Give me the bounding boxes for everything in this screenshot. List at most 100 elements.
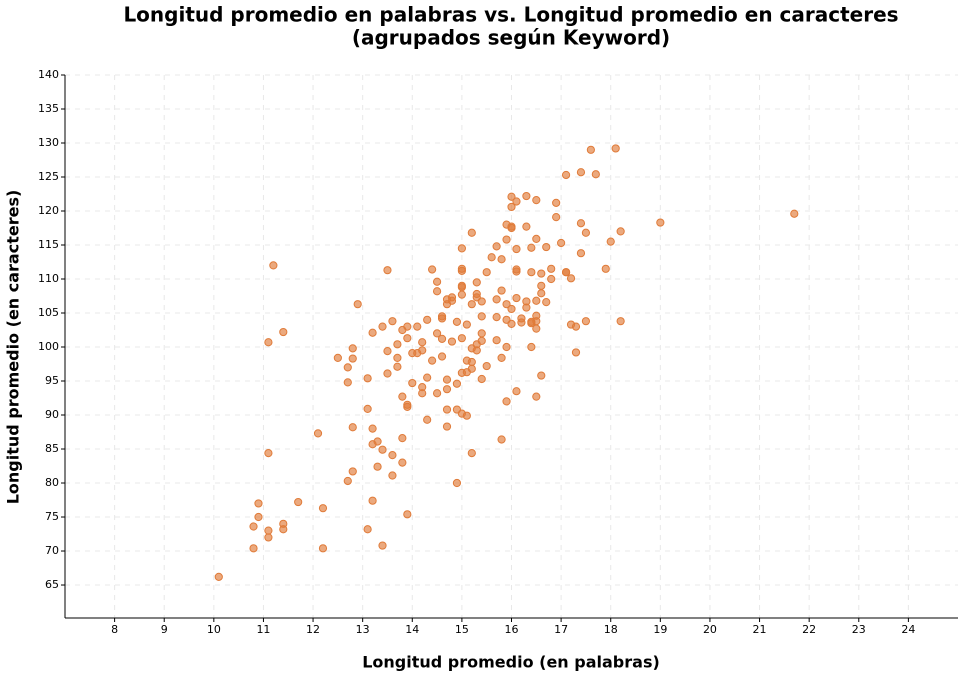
point xyxy=(457,281,466,290)
point xyxy=(398,434,407,443)
point xyxy=(547,264,556,273)
point xyxy=(432,287,442,296)
point xyxy=(502,342,511,352)
point xyxy=(527,243,536,252)
point xyxy=(294,497,303,507)
y-tick-label: 100 xyxy=(38,340,59,353)
point xyxy=(532,296,541,305)
point xyxy=(452,478,462,488)
point xyxy=(547,274,556,284)
y-tick-label: 135 xyxy=(38,102,59,115)
point xyxy=(318,504,328,513)
point xyxy=(254,512,263,522)
point xyxy=(442,422,452,431)
point xyxy=(507,192,516,201)
point xyxy=(532,392,541,401)
point xyxy=(368,328,377,337)
point xyxy=(507,222,516,231)
point xyxy=(581,317,591,326)
point xyxy=(457,334,466,343)
point xyxy=(363,404,372,413)
point xyxy=(398,458,407,467)
x-tick-label: 20 xyxy=(703,623,717,636)
point xyxy=(497,286,506,295)
point xyxy=(313,429,323,438)
point xyxy=(527,342,536,352)
point xyxy=(457,290,466,299)
y-tick-label: 85 xyxy=(45,442,59,455)
point xyxy=(537,371,546,380)
point xyxy=(542,242,551,252)
point xyxy=(477,312,486,321)
grid xyxy=(65,74,958,618)
point xyxy=(398,392,407,401)
y-tick-label: 140 xyxy=(38,68,59,81)
point xyxy=(393,353,402,362)
point xyxy=(378,541,387,550)
point xyxy=(532,317,541,326)
point xyxy=(497,353,506,362)
point xyxy=(537,269,546,278)
point xyxy=(254,499,263,508)
point xyxy=(477,374,486,384)
point xyxy=(537,281,546,290)
y-tick-label: 80 xyxy=(45,476,59,489)
point xyxy=(601,264,610,273)
point xyxy=(586,145,595,154)
point xyxy=(522,303,531,312)
point xyxy=(522,222,531,231)
point xyxy=(418,383,427,392)
point xyxy=(353,300,362,309)
point xyxy=(522,191,531,201)
y-tick-label: 95 xyxy=(45,374,59,387)
point xyxy=(561,170,571,180)
point xyxy=(482,361,491,371)
y-tick-label: 125 xyxy=(38,170,59,183)
point xyxy=(383,369,392,378)
point xyxy=(279,519,288,528)
y-axis-label: Longitud promedio (en caracteres) xyxy=(4,190,23,505)
point xyxy=(497,255,506,264)
x-tick-label: 23 xyxy=(852,623,866,636)
point xyxy=(492,242,501,251)
point xyxy=(457,264,466,273)
point xyxy=(437,352,447,361)
point xyxy=(423,373,432,382)
point xyxy=(403,334,412,343)
point xyxy=(552,198,561,207)
point xyxy=(606,237,615,246)
point xyxy=(507,319,516,328)
point xyxy=(428,356,437,365)
point xyxy=(542,298,551,307)
point xyxy=(393,340,402,349)
point xyxy=(348,354,357,363)
point xyxy=(413,322,422,331)
point xyxy=(437,312,447,321)
point xyxy=(343,378,352,387)
y-tick-label: 115 xyxy=(38,238,59,251)
point xyxy=(447,293,457,302)
point xyxy=(576,168,586,177)
point xyxy=(557,238,566,248)
point xyxy=(348,423,357,432)
y-tick-label: 90 xyxy=(45,408,59,421)
point xyxy=(348,344,357,353)
x-tick-label: 12 xyxy=(306,623,320,636)
point xyxy=(477,297,486,306)
point xyxy=(432,329,442,338)
point xyxy=(507,202,516,212)
point xyxy=(611,144,620,153)
point xyxy=(616,317,625,326)
point xyxy=(378,322,387,331)
point xyxy=(264,448,273,458)
point xyxy=(343,363,352,372)
x-tick-label: 18 xyxy=(604,623,618,636)
point xyxy=(576,249,586,258)
point xyxy=(363,374,372,383)
point xyxy=(561,268,571,277)
point xyxy=(502,235,511,244)
point xyxy=(467,448,476,458)
point xyxy=(502,397,511,406)
point xyxy=(467,300,476,309)
